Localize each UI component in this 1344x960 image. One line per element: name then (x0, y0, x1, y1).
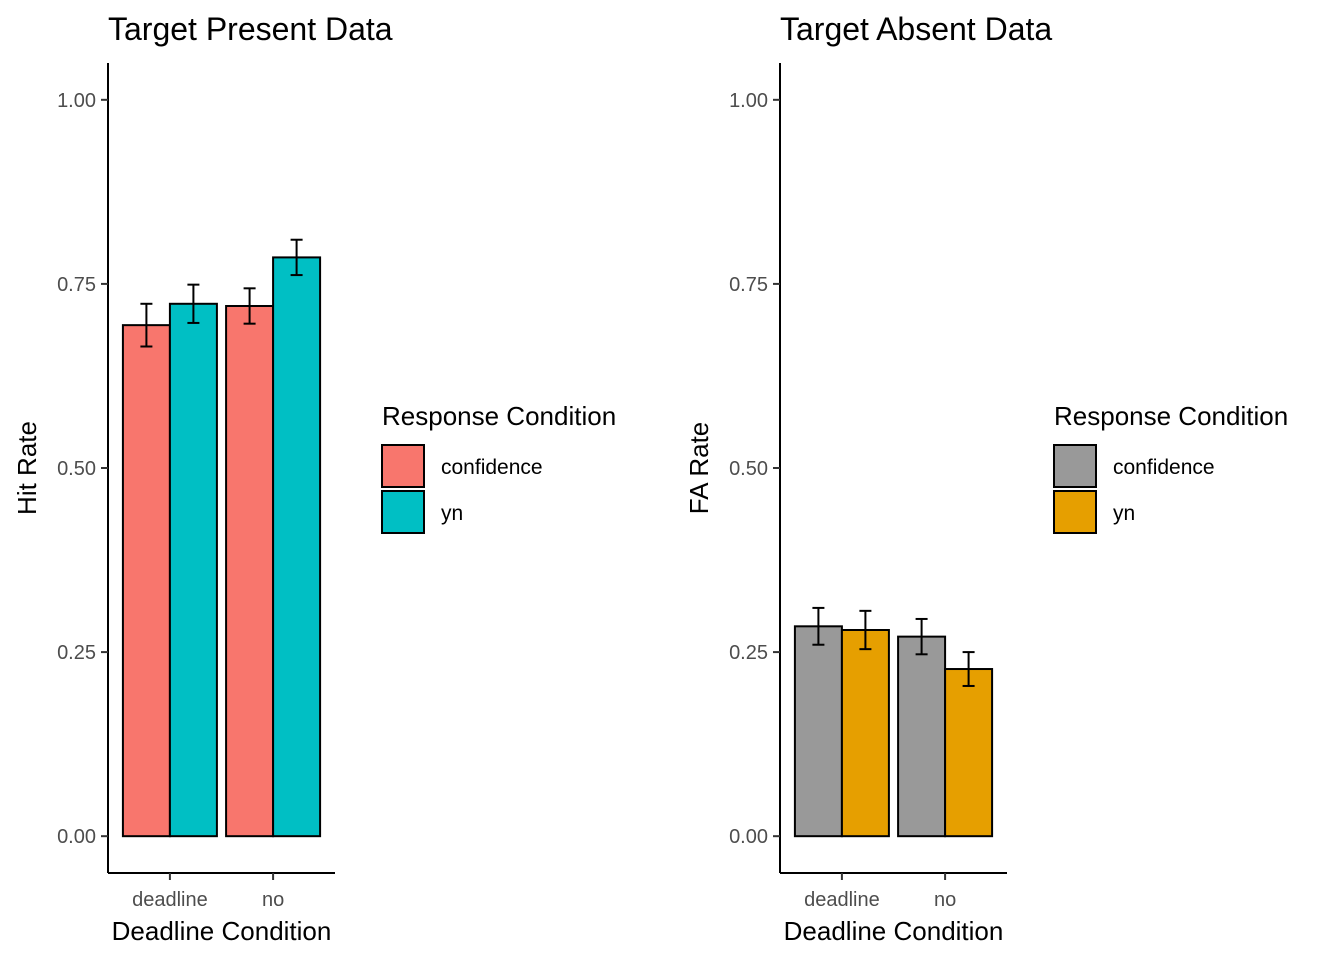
y-tick-label: 0.75 (57, 274, 96, 296)
y-axis-title: FA Rate (684, 422, 714, 515)
legend-title: Response Condition (1054, 401, 1288, 431)
y-tick-label: 0.50 (57, 458, 96, 480)
error-bar-confidence-no (243, 287, 256, 325)
panel-1: 0.00 0.25 0.50 0.75 1.00 deadline no Target Pre… (12, 11, 616, 946)
bar-yn-deadline (840, 629, 890, 838)
legend-key-yn (1053, 490, 1097, 534)
legend-key-confidence (1053, 444, 1097, 488)
y-tick-label: 1.00 (729, 90, 768, 112)
x-tick-label: deadline (132, 889, 208, 911)
error-bar-yn-deadline (859, 609, 872, 651)
bar-confidence-deadline (793, 625, 843, 838)
y-tick-label: 0.50 (729, 458, 768, 480)
x-tick-label: deadline (804, 889, 880, 911)
bar-yn-no (944, 668, 994, 838)
x-tick-label: no (262, 889, 284, 911)
y-tick-label: 0.25 (57, 642, 96, 664)
chart-title: Target Absent Data (780, 11, 1052, 47)
y-tick-label: 0.75 (729, 274, 768, 296)
legend-key-confidence (381, 444, 425, 488)
legend-title: Response Condition (382, 401, 616, 431)
legend-label-yn: yn (441, 502, 463, 525)
y-tick-label: 0.00 (57, 826, 96, 848)
chart-title: Target Present Data (108, 11, 393, 47)
bar-yn-no (272, 256, 322, 838)
panel-2: 0.00 0.25 0.50 0.75 1.00 deadline no Target Abs… (684, 11, 1288, 946)
bar-yn-deadline (168, 302, 218, 838)
error-bar-yn-deadline (187, 283, 200, 324)
bar-confidence-no (897, 635, 947, 838)
y-tick-label: 1.00 (57, 90, 96, 112)
y-tick-label: 0.00 (729, 826, 768, 848)
legend: Response Condition confidence yn (1053, 401, 1288, 534)
legend: Response Condition confidence yn (381, 401, 616, 534)
error-bar-confidence-deadline (140, 302, 153, 348)
legend-key-yn (381, 490, 425, 534)
y-tick-label: 0.25 (729, 642, 768, 664)
x-tick-label: no (934, 889, 956, 911)
error-bar-yn-no (290, 238, 303, 277)
x-axis-title: Deadline Condition (112, 916, 332, 946)
x-axis-title: Deadline Condition (784, 916, 1004, 946)
y-axis-title: Hit Rate (12, 421, 42, 515)
legend-label-confidence: confidence (1113, 456, 1215, 479)
bar-confidence-no (225, 305, 275, 838)
legend-label-confidence: confidence (441, 456, 543, 479)
error-bar-confidence-deadline (812, 606, 825, 646)
error-bar-yn-no (962, 651, 975, 687)
legend-label-yn: yn (1113, 502, 1135, 525)
bar-confidence-deadline (121, 324, 171, 838)
error-bar-confidence-no (915, 617, 928, 656)
